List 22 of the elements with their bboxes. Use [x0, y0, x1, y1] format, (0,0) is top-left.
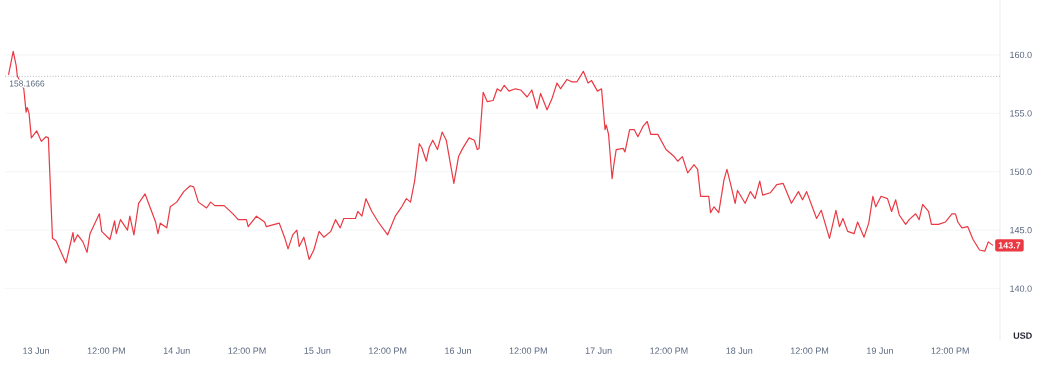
x-tick-label: 12:00 PM: [369, 347, 407, 354]
x-tick-label: 17 Jun: [585, 347, 612, 354]
x-tick-label: 12:00 PM: [931, 347, 969, 354]
x-tick-label: 13 Jun: [23, 347, 49, 354]
y-axis-title: USD: [1013, 332, 1032, 339]
y-tick-label: 160.0: [1010, 51, 1032, 59]
x-tick-label: 12:00 PM: [650, 347, 688, 354]
y-tick-label: 140.0: [1010, 285, 1032, 292]
x-tick-label: 12:00 PM: [228, 347, 266, 354]
x-tick-label: 18 Jun: [726, 347, 753, 354]
y-tick-label: 150.0: [1010, 168, 1032, 175]
x-tick-label: 12:00 PM: [790, 347, 829, 354]
x-tick-label: 15 Jun: [304, 347, 331, 354]
y-tick-label: 145.0: [1010, 226, 1032, 234]
annotation: 143.7: [998, 242, 1021, 249]
x-tick-label: 14 Jun: [163, 347, 190, 354]
x-tick-label: 19 Jun: [867, 347, 893, 354]
y-tick-label: 155.0: [1010, 110, 1032, 117]
ref-line-label: 158.1666: [9, 80, 45, 87]
x-tick-label: 12:00 PM: [87, 347, 125, 354]
x-tick-label: 12:00 PM: [509, 347, 547, 354]
x-tick-label: 16 Jun: [445, 347, 471, 354]
